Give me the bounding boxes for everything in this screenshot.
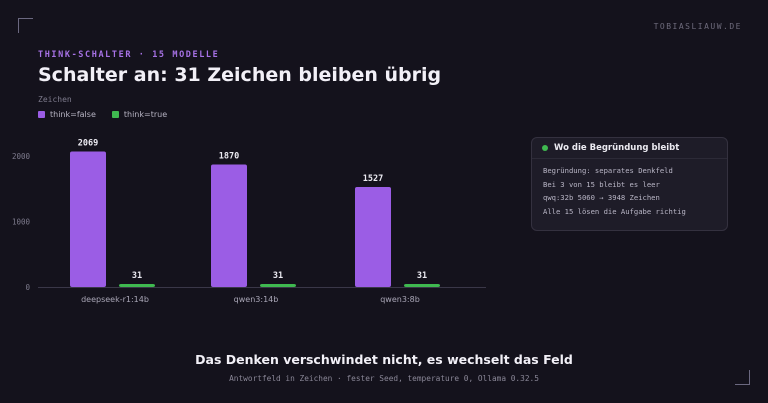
y-tick-label: 1000: [12, 218, 31, 227]
info-line: qwq:32b 5060 → 3948 Zeichen: [543, 193, 660, 202]
data-label: 2069: [78, 138, 98, 148]
legend: think=false think=true: [38, 110, 167, 119]
bar-think-false: [70, 151, 106, 287]
info-line: Alle 15 lösen die Aufgabe richtig: [543, 206, 686, 216]
status-dot-icon: [542, 145, 548, 151]
data-label: 1527: [363, 174, 383, 184]
legend-item-think-false: think=false: [38, 110, 96, 119]
data-label: 1870: [219, 152, 239, 162]
bar-think-true: [260, 284, 296, 287]
footer-subtitle: Antwortfeld in Zeichen · fester Seed, te…: [229, 374, 539, 383]
bar-think-false: [211, 164, 247, 287]
footer-title: Das Denken verschwindet nicht, es wechse…: [195, 352, 573, 367]
y-tick-label: 0: [25, 283, 30, 292]
bar-think-false: [355, 186, 391, 287]
legend-label: think=true: [123, 110, 168, 119]
page-title: Schalter an: 31 Zeichen bleiben übrig: [38, 64, 442, 86]
x-tick-label: deepseek-r1:14b: [81, 295, 149, 304]
data-label: 31: [417, 271, 427, 281]
data-label: 31: [132, 271, 142, 281]
y-tick-label: 2000: [12, 152, 31, 161]
info-line: Begründung: separates Denkfeld: [543, 166, 673, 175]
x-tick-label: qwen3:8b: [380, 295, 420, 304]
kicker: THINK-SCHALTER · 15 MODELLE: [38, 50, 220, 60]
legend-swatch-purple: [38, 111, 45, 118]
bar-think-true: [119, 284, 155, 287]
legend-swatch-green: [111, 111, 119, 118]
legend-label: think=false: [50, 110, 96, 119]
info-line: Bei 3 von 15 bleibt es leer: [543, 179, 660, 189]
corner-mark-bottom-right: [735, 370, 750, 385]
y-axis-label: Zeichen: [38, 95, 72, 104]
corner-mark-top-left: [18, 18, 33, 33]
info-box: Wo die Begründung bleibt Begründung: sep…: [531, 137, 728, 231]
info-lines: Begründung: separates Denkfeld Bei 3 von…: [532, 159, 727, 218]
bar-think-true: [404, 284, 440, 287]
data-label: 31: [273, 271, 283, 281]
info-header: Wo die Begründung bleibt: [532, 138, 727, 159]
info-title: Wo die Begründung bleibt: [554, 143, 680, 153]
site-label: TOBIASLIAUW.DE: [653, 22, 742, 31]
legend-item-think-true: think=true: [111, 110, 168, 119]
x-tick-label: qwen3:14b: [234, 295, 279, 304]
